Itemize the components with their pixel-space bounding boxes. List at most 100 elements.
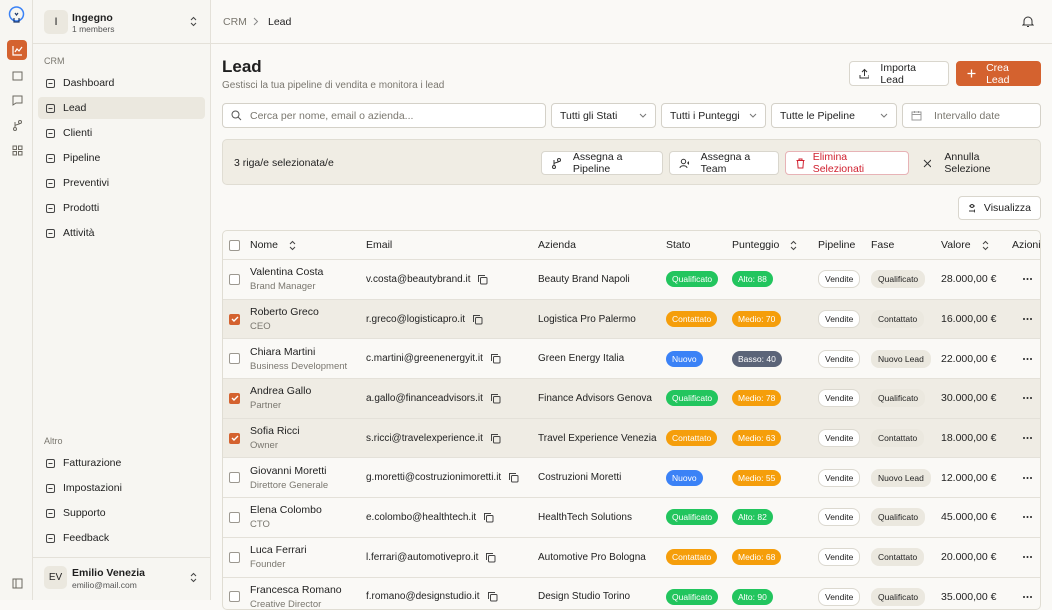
- email: a.gallo@financeadvisors.it: [366, 393, 483, 404]
- nav-item[interactable]: Feedback: [38, 527, 205, 549]
- delete-button[interactable]: Elimina Selezionati: [785, 151, 909, 175]
- checkbox-cell: [229, 552, 250, 563]
- checkbox[interactable]: [229, 552, 240, 563]
- checkbox[interactable]: [229, 591, 240, 602]
- icon: [45, 153, 56, 164]
- copy-button[interactable]: [490, 433, 501, 444]
- assign-team-button[interactable]: Assegna a Team: [669, 151, 779, 175]
- score-cell: Medio: 55: [732, 470, 818, 486]
- stage-cell: Qualificato: [871, 508, 941, 526]
- import-button[interactable]: Importa Lead: [849, 61, 949, 86]
- checkbox[interactable]: [229, 314, 240, 325]
- copy-button[interactable]: [490, 353, 501, 364]
- row-actions[interactable]: [1022, 475, 1033, 481]
- nav-item[interactable]: Attività: [38, 222, 205, 244]
- rail-apps[interactable]: [7, 140, 27, 160]
- row-actions[interactable]: [1022, 594, 1033, 600]
- nav-item[interactable]: Dashboard: [38, 72, 205, 94]
- status-badge: Nuovo: [666, 351, 703, 367]
- notifications[interactable]: [1022, 15, 1034, 28]
- status-cell: Contattato: [666, 549, 732, 565]
- row-actions[interactable]: [1022, 356, 1033, 362]
- view-button[interactable]: Visualizza: [958, 196, 1041, 220]
- checkbox[interactable]: [229, 240, 240, 251]
- lead-name: Sofia Ricci: [250, 425, 366, 437]
- nav-item[interactable]: Lead: [38, 97, 205, 119]
- nav-item[interactable]: Preventivi: [38, 172, 205, 194]
- row-actions[interactable]: [1022, 554, 1033, 560]
- nav-item[interactable]: Pipeline: [38, 147, 205, 169]
- search-input[interactable]: Cerca per nome, email o azienda...: [222, 103, 546, 128]
- checkbox[interactable]: [229, 512, 240, 523]
- score-filter[interactable]: Tutti i Punteggi: [661, 103, 766, 128]
- nav-label: Clienti: [63, 127, 92, 139]
- workspace-switch[interactable]: [189, 16, 198, 27]
- column-header[interactable]: Valore: [941, 239, 1012, 251]
- checkbox[interactable]: [229, 274, 240, 285]
- checkbox[interactable]: [229, 472, 240, 483]
- stage-tag: Qualificato: [871, 588, 925, 606]
- rail-flow[interactable]: [7, 115, 27, 135]
- nav-item[interactable]: Prodotti: [38, 197, 205, 219]
- column-header[interactable]: Nome: [250, 239, 366, 251]
- user-menu[interactable]: [189, 572, 198, 583]
- copy-button[interactable]: [477, 274, 488, 285]
- copy-button[interactable]: [472, 314, 483, 325]
- pipeline-cell: Vendite: [818, 389, 871, 407]
- nav-item[interactable]: Clienti: [38, 122, 205, 144]
- row-actions[interactable]: [1022, 514, 1033, 520]
- create-button[interactable]: Crea Lead: [956, 61, 1041, 86]
- lead-role: Owner: [250, 440, 366, 451]
- stage-cell: Contattato: [871, 548, 941, 566]
- row-actions[interactable]: [1022, 276, 1033, 282]
- stage-tag: Qualificato: [871, 389, 925, 407]
- rail-building[interactable]: [7, 65, 27, 85]
- user-name[interactable]: Emilio Venezia: [72, 567, 145, 579]
- checkbox-cell: [229, 512, 250, 523]
- row-actions[interactable]: [1022, 395, 1033, 401]
- score-cell: Medio: 68: [732, 549, 818, 565]
- cancel-selection-button[interactable]: Annulla Selezione: [913, 151, 1033, 175]
- button-label: Importa Lead: [880, 62, 939, 86]
- copy-button[interactable]: [485, 552, 496, 563]
- status-badge: Nuovo: [666, 470, 703, 486]
- rail-toggle[interactable]: [7, 573, 27, 593]
- copy-button[interactable]: [487, 591, 498, 602]
- nav-item[interactable]: Supporto: [38, 502, 205, 524]
- workspace-name[interactable]: Ingegno: [72, 12, 113, 24]
- checkbox[interactable]: [229, 433, 240, 444]
- copy-button[interactable]: [490, 393, 501, 404]
- status-filter[interactable]: Tutti gli Stati: [551, 103, 656, 128]
- row-actions[interactable]: [1022, 435, 1033, 441]
- nav-item[interactable]: Impostazioni: [38, 477, 205, 499]
- breadcrumb-item[interactable]: CRM: [223, 16, 247, 28]
- pipeline-tag: Vendite: [818, 270, 860, 288]
- checkbox[interactable]: [229, 353, 240, 364]
- copy-button[interactable]: [508, 472, 519, 483]
- checkbox[interactable]: [229, 393, 240, 404]
- email: r.greco@logisticapro.it: [366, 314, 465, 325]
- rail-crm[interactable]: [7, 40, 27, 60]
- rail-messages[interactable]: [7, 90, 27, 110]
- workspace-avatar: I: [44, 10, 68, 34]
- date-filter[interactable]: Intervallo date: [902, 103, 1041, 128]
- company: Automotive Pro Bologna: [538, 552, 666, 563]
- column-header[interactable]: Punteggio: [732, 239, 818, 251]
- workspace-initial: I: [54, 16, 57, 28]
- nav-item[interactable]: Fatturazione: [38, 452, 205, 474]
- row-actions[interactable]: [1022, 316, 1033, 322]
- assign-pipeline-button[interactable]: Assegna a Pipeline: [541, 151, 663, 175]
- pipeline-tag: Vendite: [818, 588, 860, 606]
- copy-button[interactable]: [483, 512, 494, 523]
- pipeline-filter[interactable]: Tutte le Pipeline: [771, 103, 897, 128]
